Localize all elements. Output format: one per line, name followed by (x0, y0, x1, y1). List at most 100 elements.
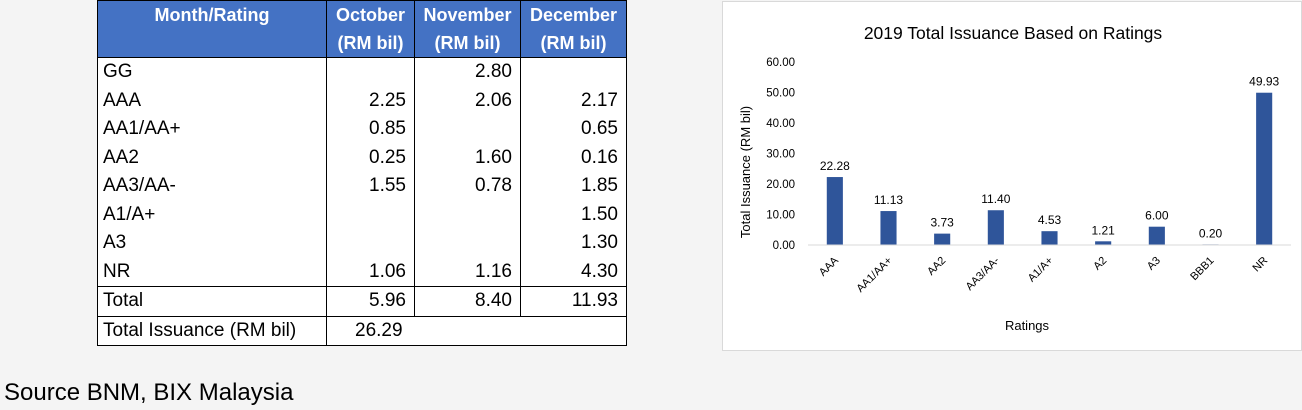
table-row: A3 1.30 (97, 229, 627, 258)
bar (1095, 241, 1112, 245)
header-month-rating: Month/Rating (97, 0, 327, 58)
chart-svg: 2019 Total Issuance Based on Ratings Tot… (738, 23, 1291, 333)
data-label: 6.00 (1145, 209, 1169, 223)
issuance-bar-chart: 2019 Total Issuance Based on Ratings Tot… (722, 1, 1302, 351)
cell-december: 0.16 (520, 143, 627, 172)
data-label: 1.21 (1091, 223, 1115, 237)
bar (987, 210, 1004, 245)
row-label: A1/A+ (97, 200, 327, 229)
total-label: Total (97, 286, 327, 317)
x-tick-label: AAA (817, 254, 842, 279)
table-row: NR 1.06 1.16 4.30 (97, 257, 627, 287)
bar (1041, 231, 1058, 245)
x-tick-label: AA3/AA- (964, 254, 1003, 293)
header-line: Month/Rating (154, 5, 270, 25)
header-line: (RM bil) (434, 33, 501, 53)
cell-december: 0.65 (520, 115, 627, 144)
bars: 22.28 11.13 3.73 11.40 4.53 1.21 6.00 0.20 49.93 (820, 75, 1280, 245)
cell-october (326, 200, 415, 229)
data-label: 11.40 (981, 192, 1010, 206)
row-label: AA1/AA+ (97, 115, 327, 144)
cell-december: 1.50 (520, 200, 627, 229)
data-label: 49.93 (1249, 75, 1279, 89)
y-axis-label: Total Issuance (RM bil) (738, 106, 753, 238)
bar (1256, 92, 1273, 245)
x-axis-ticks: AAA AA1/AA+ AA2 AA3/AA- A1/A+ A2 A3 BBB1 NR (817, 254, 1270, 295)
data-label: 11.13 (874, 193, 903, 207)
cell-november: 2.06 (414, 86, 521, 115)
y-tick-label: 30.00 (766, 149, 795, 161)
bar (880, 211, 897, 245)
cell-november: 1.60 (414, 143, 521, 172)
cell-december: 1.85 (520, 172, 627, 201)
bar (826, 177, 843, 245)
y-tick-label: 20.00 (766, 179, 795, 191)
y-tick-label: 50.00 (766, 88, 795, 100)
x-tick-label: BBB1 (1188, 255, 1216, 283)
header-line: (RM bil) (337, 33, 404, 53)
table-row: AA2 0.25 1.60 0.16 (97, 143, 627, 172)
x-tick-label: A2 (1091, 255, 1109, 273)
cell-october (326, 229, 415, 258)
header-december: December (RM bil) (520, 0, 627, 58)
cell-december (520, 57, 627, 87)
issuance-table: Month/Rating October (RM bil) November (… (97, 0, 627, 346)
cell-december: 2.17 (520, 86, 627, 115)
source-note: Source BNM, BIX Malaysia (4, 379, 294, 406)
row-label: A3 (97, 229, 327, 258)
chart-title: 2019 Total Issuance Based on Ratings (864, 23, 1163, 43)
cell-november (414, 115, 521, 144)
row-label: NR (97, 257, 327, 287)
header-october: October (RM bil) (326, 0, 415, 58)
data-label: 3.73 (930, 216, 954, 230)
header-line: (RM bil) (540, 33, 607, 53)
total-row: Total 5.96 8.40 11.93 (97, 286, 627, 317)
bar (934, 233, 951, 245)
cell-october: 1.06 (326, 257, 415, 287)
header-line: October (335, 5, 405, 25)
table-row: AAA 2.25 2.06 2.17 (97, 86, 627, 115)
grand-total-label: Total Issuance (RM bil) (97, 316, 327, 346)
header-line: December (529, 5, 618, 25)
table-row: GG 2.80 (97, 57, 627, 87)
cell-november (414, 229, 521, 258)
cell-november (414, 200, 521, 229)
data-label: 0.20 (1199, 226, 1223, 240)
table-row: A1/A+ 1.50 (97, 200, 627, 229)
y-tick-label: 0.00 (773, 240, 795, 252)
cell-october: 0.85 (326, 115, 415, 144)
x-tick-label: AA1/AA+ (854, 255, 894, 295)
table-header-row: Month/Rating October (RM bil) November (… (97, 0, 627, 58)
row-label: AAA (97, 86, 327, 115)
data-label: 22.28 (820, 159, 850, 173)
cell-november: 1.16 (414, 257, 521, 287)
cell-october (326, 57, 415, 87)
total-december: 11.93 (520, 286, 627, 317)
cell-december: 4.30 (520, 257, 627, 287)
total-october: 5.96 (326, 286, 415, 317)
y-tick-label: 60.00 (766, 57, 795, 69)
total-november: 8.40 (414, 286, 521, 317)
row-label: AA2 (97, 143, 327, 172)
x-tick-label: A1/A+ (1026, 255, 1056, 285)
cell-november: 0.78 (414, 172, 521, 201)
x-axis-label: Ratings (1005, 318, 1050, 333)
table-row: AA3/AA- 1.55 0.78 1.85 (97, 172, 627, 201)
table-row: AA1/AA+ 0.85 0.65 (97, 115, 627, 144)
grand-total-value: 26.29 (326, 316, 415, 346)
grand-total-row: Total Issuance (RM bil) 26.29 (97, 316, 627, 346)
y-axis-ticks: 0.00 10.00 20.00 30.00 40.00 50.00 60.00 (766, 57, 795, 252)
y-tick-label: 10.00 (766, 210, 795, 222)
cell-october: 0.25 (326, 143, 415, 172)
cell-october: 1.55 (326, 172, 415, 201)
header-november: November (RM bil) (414, 0, 521, 58)
x-tick-label: NR (1251, 255, 1271, 275)
header-line: November (423, 5, 512, 25)
cell-december: 1.30 (520, 229, 627, 258)
bar (1148, 226, 1165, 245)
y-tick-label: 40.00 (766, 118, 795, 130)
x-tick-label: A3 (1145, 255, 1163, 273)
data-label: 4.53 (1038, 213, 1062, 227)
cell-november: 2.80 (414, 57, 521, 87)
row-label: GG (97, 57, 327, 87)
